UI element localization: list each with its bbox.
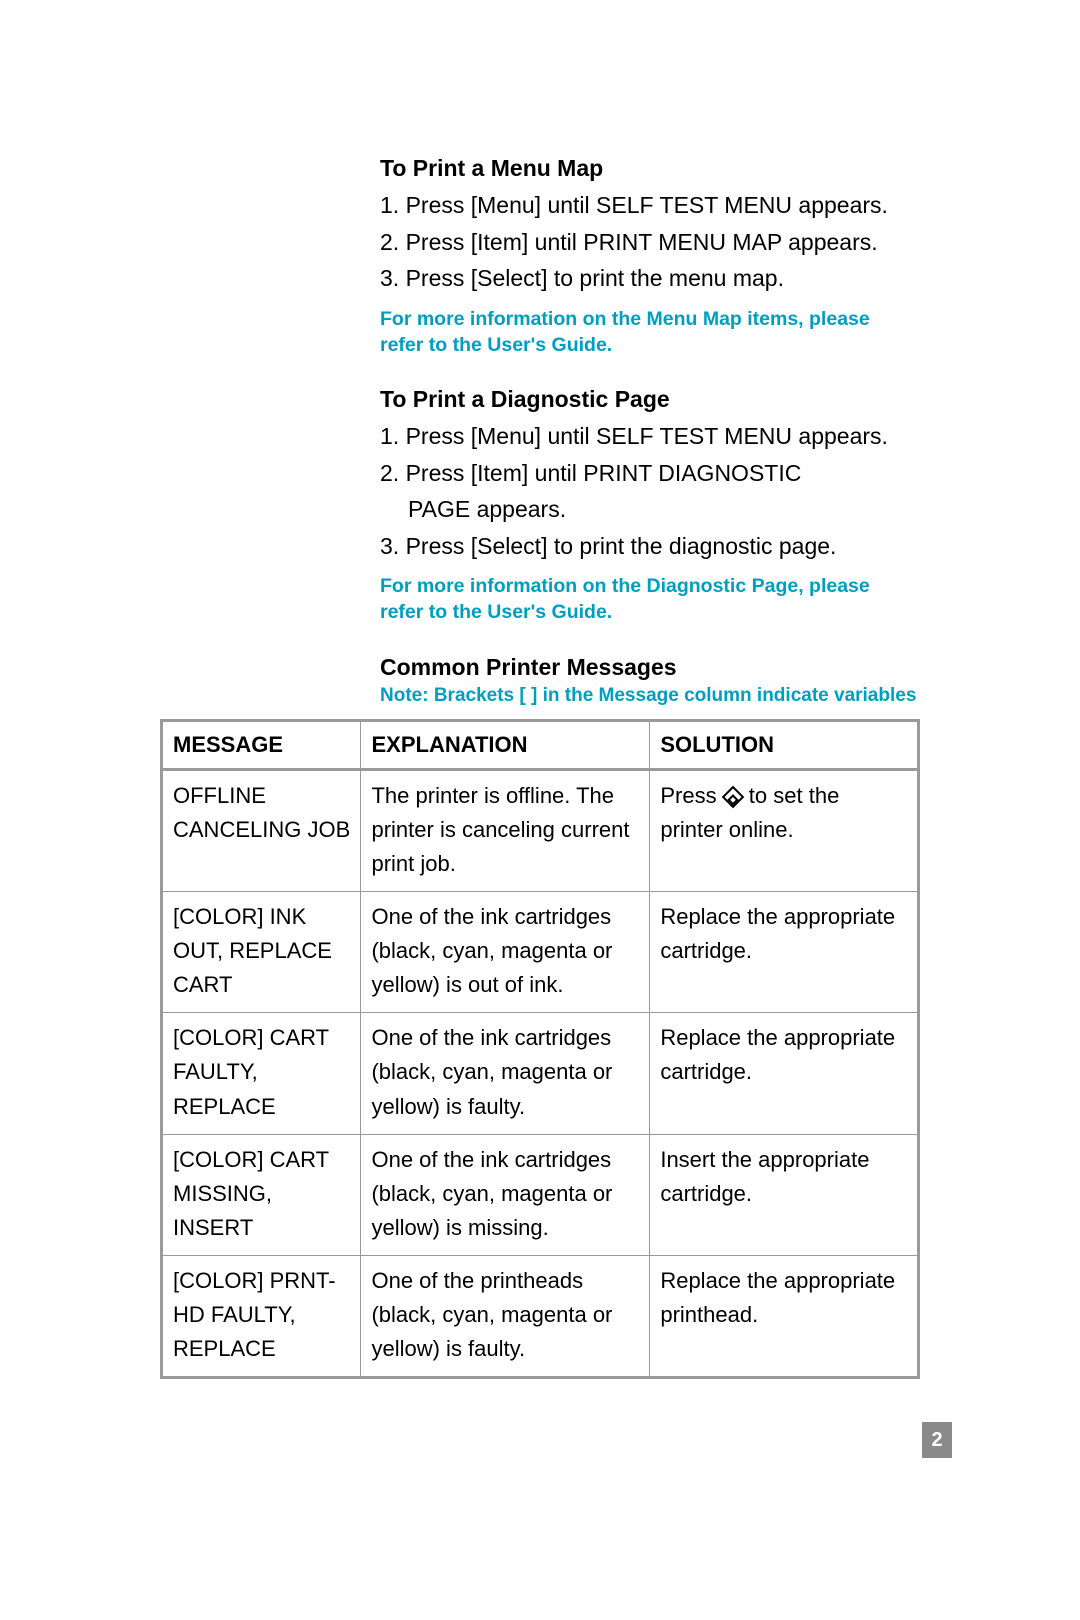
diag-heading: To Print a Diagnostic Page — [380, 386, 920, 413]
header-explanation: EXPLANATION — [361, 720, 650, 769]
table-row: [COLOR] CART MISSING, INSERT One of the … — [162, 1134, 919, 1255]
cell-solution: Insert the appropriate cartridge. — [650, 1134, 919, 1255]
cell-solution: Press to set the printer online. — [650, 769, 919, 891]
menu-map-step-3: 3. Press [Select] to print the menu map. — [380, 261, 920, 296]
messages-table: MESSAGE EXPLANATION SOLUTION OFFLINE CAN… — [160, 719, 920, 1379]
online-icon — [721, 785, 744, 808]
diag-step-3: 3. Press [Select] to print the diagnosti… — [380, 529, 920, 564]
sol-prefix: Press — [660, 783, 722, 808]
cell-explanation: One of the ink cartridges (black, cyan, … — [361, 1013, 650, 1134]
cell-message: [COLOR] CART FAULTY, REPLACE — [162, 1013, 361, 1134]
table-row: [COLOR] PRNT-HD FAULTY, REPLACE One of t… — [162, 1255, 919, 1377]
cell-solution: Replace the appropriate printhead. — [650, 1255, 919, 1377]
table-row: OFFLINE CANCELING JOB The printer is off… — [162, 769, 919, 891]
cell-explanation: The printer is offline. The printer is c… — [361, 769, 650, 891]
cell-explanation: One of the ink cartridges (black, cyan, … — [361, 892, 650, 1013]
messages-table-wrap: MESSAGE EXPLANATION SOLUTION OFFLINE CAN… — [160, 719, 920, 1379]
diag-step-2b: PAGE appears. — [380, 492, 920, 527]
menu-map-steps: 1. Press [Menu] until SELF TEST MENU app… — [380, 188, 920, 296]
cell-message: OFFLINE CANCELING JOB — [162, 769, 361, 891]
table-header-row: MESSAGE EXPLANATION SOLUTION — [162, 720, 919, 769]
cell-solution: Replace the appropriate cartridge. — [650, 892, 919, 1013]
table-row: [COLOR] INK OUT, REPLACE CART One of the… — [162, 892, 919, 1013]
diag-step-2a: 2. Press [Item] until PRINT DIAGNOSTIC — [380, 456, 920, 491]
cell-message: [COLOR] PRNT-HD FAULTY, REPLACE — [162, 1255, 361, 1377]
menu-map-heading: To Print a Menu Map — [380, 155, 920, 182]
diag-step-1: 1. Press [Menu] until SELF TEST MENU app… — [380, 419, 920, 454]
diag-note: For more information on the Diagnostic P… — [380, 573, 910, 626]
messages-heading: Common Printer Messages — [380, 654, 920, 681]
menu-map-step-1: 1. Press [Menu] until SELF TEST MENU app… — [380, 188, 920, 223]
menu-map-step-2: 2. Press [Item] until PRINT MENU MAP app… — [380, 225, 920, 260]
messages-note: Note: Brackets [ ] in the Message column… — [380, 685, 920, 707]
cell-solution: Replace the appropriate cartridge. — [650, 1013, 919, 1134]
cell-message: [COLOR] CART MISSING, INSERT — [162, 1134, 361, 1255]
table-row: [COLOR] CART FAULTY, REPLACE One of the … — [162, 1013, 919, 1134]
menu-map-note: For more information on the Menu Map ite… — [380, 306, 910, 359]
header-solution: SOLUTION — [650, 720, 919, 769]
diag-steps: 1. Press [Menu] until SELF TEST MENU app… — [380, 419, 920, 563]
cell-explanation: One of the printheads (black, cyan, mage… — [361, 1255, 650, 1377]
cell-explanation: One of the ink cartridges (black, cyan, … — [361, 1134, 650, 1255]
cell-message: [COLOR] INK OUT, REPLACE CART — [162, 892, 361, 1013]
page-content: To Print a Menu Map 1. Press [Menu] unti… — [160, 155, 920, 1379]
page-number: 2 — [922, 1422, 952, 1458]
header-message: MESSAGE — [162, 720, 361, 769]
